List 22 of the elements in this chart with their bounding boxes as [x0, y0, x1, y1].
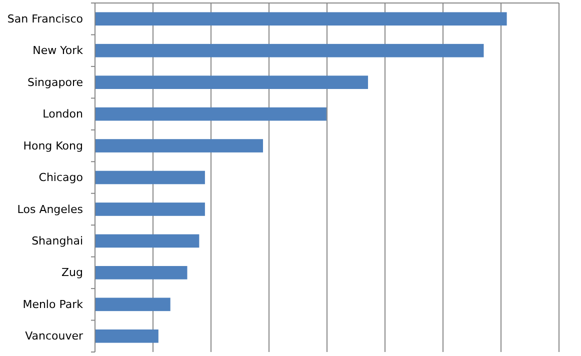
bar	[95, 107, 326, 121]
bar	[95, 234, 200, 248]
y-tick-label: New York	[32, 44, 84, 58]
bar	[95, 12, 507, 26]
y-tick-label: San Francisco	[7, 12, 84, 26]
y-tick-label: Singapore	[28, 76, 84, 89]
bar	[95, 44, 484, 58]
y-tick-label: Shanghai	[32, 234, 83, 248]
y-tick-label: Los Angeles	[17, 202, 84, 216]
bar	[95, 139, 264, 152]
y-tick-label: Menlo Park	[22, 298, 84, 311]
bar	[95, 170, 205, 184]
y-tick-label: London	[42, 108, 84, 121]
y-tick-label: Hong Kong	[23, 139, 83, 152]
bar	[95, 298, 170, 312]
y-tick-label: Zug	[62, 266, 83, 280]
bar	[95, 266, 188, 280]
bar	[95, 202, 205, 216]
bar	[95, 329, 158, 343]
y-tick-label: Vancouver	[25, 330, 84, 343]
bar	[95, 76, 368, 89]
y-tick-label: Chicago	[38, 171, 84, 184]
